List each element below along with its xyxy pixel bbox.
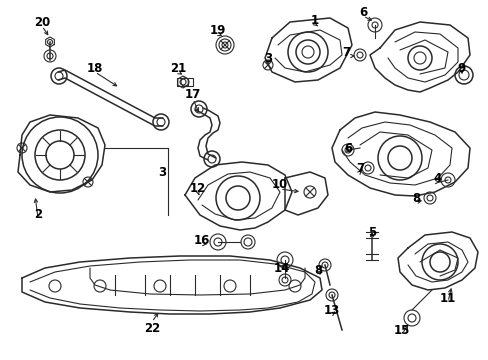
Text: 16: 16	[193, 234, 210, 247]
Text: 9: 9	[457, 62, 465, 75]
Text: 19: 19	[209, 23, 226, 36]
Text: 2: 2	[34, 208, 42, 221]
Text: 10: 10	[271, 179, 287, 192]
Text: 14: 14	[273, 261, 289, 274]
Text: 12: 12	[189, 181, 206, 194]
Text: 13: 13	[323, 303, 340, 316]
Text: 5: 5	[367, 225, 375, 238]
Text: 3: 3	[158, 166, 166, 179]
Text: 8: 8	[411, 192, 419, 204]
Text: 6: 6	[358, 5, 366, 18]
Text: 8: 8	[313, 264, 322, 276]
Text: 22: 22	[143, 321, 160, 334]
Text: 1: 1	[310, 13, 318, 27]
Text: 7: 7	[355, 162, 364, 175]
Text: 15: 15	[393, 324, 409, 337]
Text: 4: 4	[433, 171, 441, 184]
Text: 6: 6	[343, 141, 351, 154]
Text: 17: 17	[184, 89, 201, 102]
Text: 20: 20	[34, 15, 50, 28]
Text: 21: 21	[169, 62, 186, 75]
Text: 3: 3	[264, 51, 271, 64]
Text: 18: 18	[87, 62, 103, 75]
Text: 7: 7	[341, 45, 349, 58]
Text: 11: 11	[439, 292, 455, 305]
